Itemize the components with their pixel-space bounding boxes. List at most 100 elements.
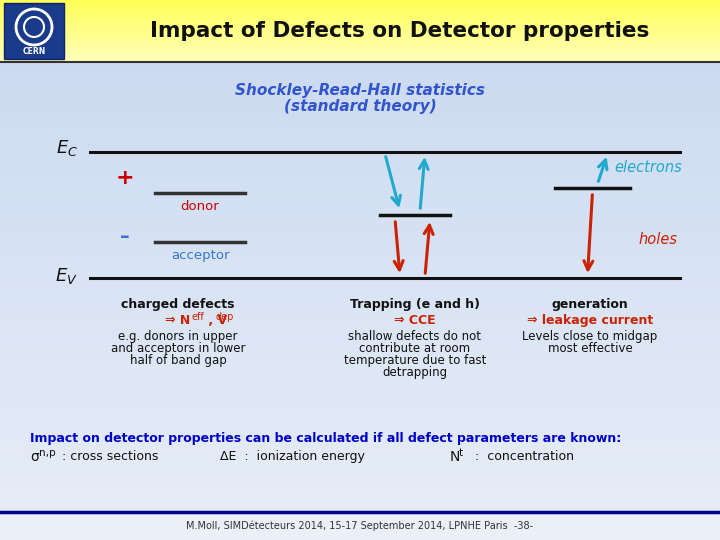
Text: ⇒ N: ⇒ N <box>166 314 191 327</box>
Bar <box>0 3 720 4</box>
Text: electrons: electrons <box>614 160 682 176</box>
Bar <box>0 198 720 207</box>
Bar <box>0 59 720 60</box>
Text: (standard theory): (standard theory) <box>284 98 436 113</box>
Bar <box>0 4 720 5</box>
Bar <box>0 54 720 55</box>
Bar <box>0 32 720 33</box>
Bar <box>0 56 720 57</box>
Text: charged defects: charged defects <box>121 298 235 311</box>
Bar <box>0 135 720 144</box>
Bar <box>0 189 720 198</box>
Bar <box>0 315 720 324</box>
Bar <box>0 29 720 30</box>
Bar <box>0 324 720 333</box>
Bar <box>0 2 720 3</box>
Bar <box>0 33 720 34</box>
Bar <box>0 39 720 40</box>
Bar <box>0 0 720 9</box>
Bar <box>0 117 720 126</box>
Bar <box>0 216 720 225</box>
Bar <box>0 378 720 387</box>
Bar <box>0 126 720 135</box>
Bar <box>0 20 720 21</box>
Bar <box>0 495 720 504</box>
Bar <box>0 36 720 45</box>
Bar <box>0 47 720 48</box>
Bar <box>0 17 720 18</box>
Bar <box>0 12 720 13</box>
Bar <box>0 90 720 99</box>
Bar <box>0 45 720 46</box>
Bar <box>4 3 64 59</box>
Bar <box>0 38 720 39</box>
Bar <box>0 252 720 261</box>
Bar <box>0 15 720 16</box>
Bar <box>0 11 720 12</box>
Bar <box>0 405 720 414</box>
Bar <box>0 459 720 468</box>
Text: generation: generation <box>552 298 629 311</box>
Bar <box>0 55 720 56</box>
Text: t: t <box>459 448 463 458</box>
Bar <box>0 42 720 43</box>
Bar <box>0 36 720 37</box>
Bar <box>0 477 720 486</box>
Text: donor: donor <box>181 199 220 213</box>
Bar <box>0 14 720 15</box>
Bar <box>0 61 720 62</box>
Text: dep: dep <box>215 312 233 322</box>
Text: contribute at room: contribute at room <box>359 342 471 355</box>
Bar <box>0 10 720 11</box>
Text: Impact of Defects on Detector properties: Impact of Defects on Detector properties <box>150 21 649 41</box>
Text: detrapping: detrapping <box>382 366 448 379</box>
Bar <box>0 27 720 36</box>
Bar <box>0 43 720 44</box>
Text: shallow defects do not: shallow defects do not <box>348 330 482 343</box>
Bar <box>0 34 720 35</box>
Text: : cross sections: : cross sections <box>58 450 158 463</box>
Bar <box>0 288 720 297</box>
Text: n,p: n,p <box>39 448 55 458</box>
Bar <box>0 342 720 351</box>
Bar <box>0 9 720 10</box>
Bar <box>0 19 720 20</box>
Text: :  concentration: : concentration <box>467 450 574 463</box>
Bar <box>0 50 720 51</box>
Bar <box>0 30 720 31</box>
Bar <box>0 9 720 18</box>
Bar <box>0 40 720 41</box>
Bar <box>0 333 720 342</box>
Bar <box>0 1 720 2</box>
Bar <box>0 48 720 49</box>
Text: σ: σ <box>30 450 39 464</box>
Bar <box>0 360 720 369</box>
Text: Impact on detector properties can be calculated if all defect parameters are kno: Impact on detector properties can be cal… <box>30 432 621 445</box>
Text: +: + <box>116 168 135 188</box>
Bar <box>0 486 720 495</box>
Text: ⇒ leakage current: ⇒ leakage current <box>527 314 653 327</box>
Bar <box>0 396 720 405</box>
Bar <box>0 5 720 6</box>
Bar <box>0 522 720 531</box>
Text: acceptor: acceptor <box>171 248 229 261</box>
Text: temperature due to fast: temperature due to fast <box>344 354 486 367</box>
Bar <box>0 423 720 432</box>
Bar <box>0 432 720 441</box>
Text: M.Moll, SIMDétecteurs 2014, 15-17 September 2014, LPNHE Paris  -38-: M.Moll, SIMDétecteurs 2014, 15-17 Septem… <box>186 521 534 531</box>
Text: holes: holes <box>639 233 678 247</box>
Bar <box>0 27 720 28</box>
Bar <box>0 23 720 24</box>
Bar <box>0 387 720 396</box>
Bar <box>0 369 720 378</box>
Bar <box>0 6 720 7</box>
Bar <box>0 234 720 243</box>
Bar <box>0 441 720 450</box>
Bar <box>0 41 720 42</box>
Bar <box>0 21 720 22</box>
Bar <box>0 8 720 9</box>
Bar <box>0 531 720 540</box>
Bar <box>0 0 720 1</box>
Bar <box>0 37 720 38</box>
Bar <box>0 51 720 52</box>
